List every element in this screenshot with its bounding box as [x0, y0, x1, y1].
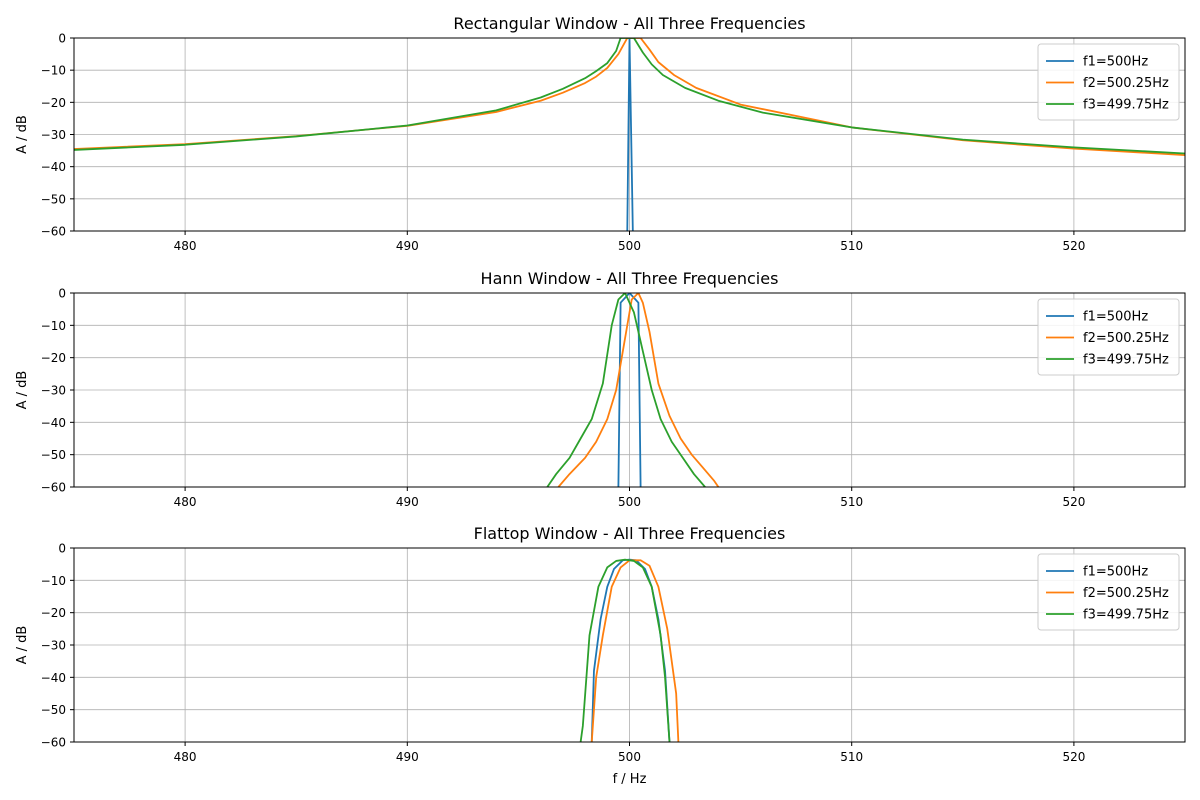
y-tick-label: −60 — [41, 736, 66, 750]
legend-label: f2=500.25Hz — [1083, 586, 1169, 601]
legend-box — [1037, 43, 1180, 121]
y-axis-label: A / dB — [15, 371, 30, 410]
series-line-3 — [579, 558, 671, 742]
x-tick-label: 490 — [396, 239, 419, 253]
y-axis-label: A / dB — [15, 626, 30, 665]
series-line-1 — [626, 38, 634, 231]
y-tick-label: −20 — [41, 606, 66, 620]
x-tick-label: 510 — [840, 495, 863, 509]
legend-label: f2=500.25Hz — [1083, 76, 1169, 91]
y-tick-label: −30 — [41, 128, 66, 142]
legend: f1=500Hz f2=500.25Hz f3=499.75Hz — [1037, 298, 1180, 376]
y-tick-label: −40 — [41, 160, 66, 174]
x-tick-label: 520 — [1062, 495, 1085, 509]
series-line-3 — [74, 38, 1185, 155]
legend: f1=500Hz f2=500.25Hz f3=499.75Hz — [1037, 43, 1180, 121]
y-tick-label: −40 — [41, 671, 66, 685]
x-tick-label: 480 — [174, 495, 197, 509]
y-tick-label: −60 — [41, 225, 66, 239]
x-tick-label: 520 — [1062, 750, 1085, 764]
y-tick-label: 0 — [58, 542, 66, 556]
x-tick-label: 490 — [396, 750, 419, 764]
legend-box — [1037, 298, 1180, 376]
x-tick-label: 480 — [174, 239, 197, 253]
y-tick-label: −50 — [41, 192, 66, 206]
legend: f1=500Hz f2=500.25Hz f3=499.75Hz — [1037, 553, 1180, 631]
y-tick-label: 0 — [58, 287, 66, 301]
series-line-2 — [74, 38, 1185, 156]
x-tick-label: 510 — [840, 239, 863, 253]
legend-label: f1=500Hz — [1083, 565, 1148, 580]
x-tick-label: 500 — [618, 239, 641, 253]
legend-label: f1=500Hz — [1083, 310, 1148, 325]
y-tick-label: 0 — [58, 32, 66, 46]
legend-label: f3=499.75Hz — [1083, 608, 1169, 623]
legend-label: f3=499.75Hz — [1083, 98, 1169, 113]
x-tick-label: 520 — [1062, 239, 1085, 253]
legend-label: f2=500.25Hz — [1083, 331, 1169, 346]
y-tick-label: −20 — [41, 351, 66, 365]
x-tick-label: 500 — [618, 750, 641, 764]
y-tick-label: −10 — [41, 574, 66, 588]
y-tick-label: −30 — [41, 384, 66, 398]
chart-panel-1: 480 490 500 510 520 0 −10 −20 −30 −40 −50 −60 Rectan… — [15, 14, 1186, 253]
x-tick-label: 500 — [618, 495, 641, 509]
legend-label: f1=500Hz — [1083, 55, 1148, 70]
chart-title: Hann Window - All Three Frequencies — [481, 269, 779, 288]
y-tick-label: −10 — [41, 64, 66, 78]
y-tick-label: −30 — [41, 639, 66, 653]
y-axis-label: A / dB — [15, 115, 30, 154]
y-tick-label: −10 — [41, 319, 66, 333]
chart-title: Rectangular Window - All Three Frequenci… — [453, 14, 805, 33]
y-tick-label: −20 — [41, 96, 66, 110]
y-tick-label: −60 — [41, 481, 66, 495]
y-tick-label: −50 — [41, 448, 66, 462]
legend-label: f3=499.75Hz — [1083, 353, 1169, 368]
x-tick-label: 480 — [174, 750, 197, 764]
chart-panel-3: 480 490 500 510 520 0 −10 −20 −30 −40 −50 −60 Flatto… — [15, 524, 1186, 764]
x-tick-label: 490 — [396, 495, 419, 509]
x-tick-label: 510 — [840, 750, 863, 764]
series-line-2 — [590, 559, 680, 742]
chart-panel-2: 480 490 500 510 520 0 −10 −20 −30 −40 −50 −60 Hann W… — [15, 269, 1186, 509]
y-tick-label: −50 — [41, 703, 66, 717]
series-line-3 — [546, 293, 706, 487]
legend-box — [1037, 553, 1180, 631]
y-tick-label: −40 — [41, 416, 66, 430]
chart-title: Flattop Window - All Three Frequencies — [474, 524, 786, 543]
series-line-2 — [557, 293, 720, 487]
x-axis-label: f / Hz — [613, 772, 647, 787]
